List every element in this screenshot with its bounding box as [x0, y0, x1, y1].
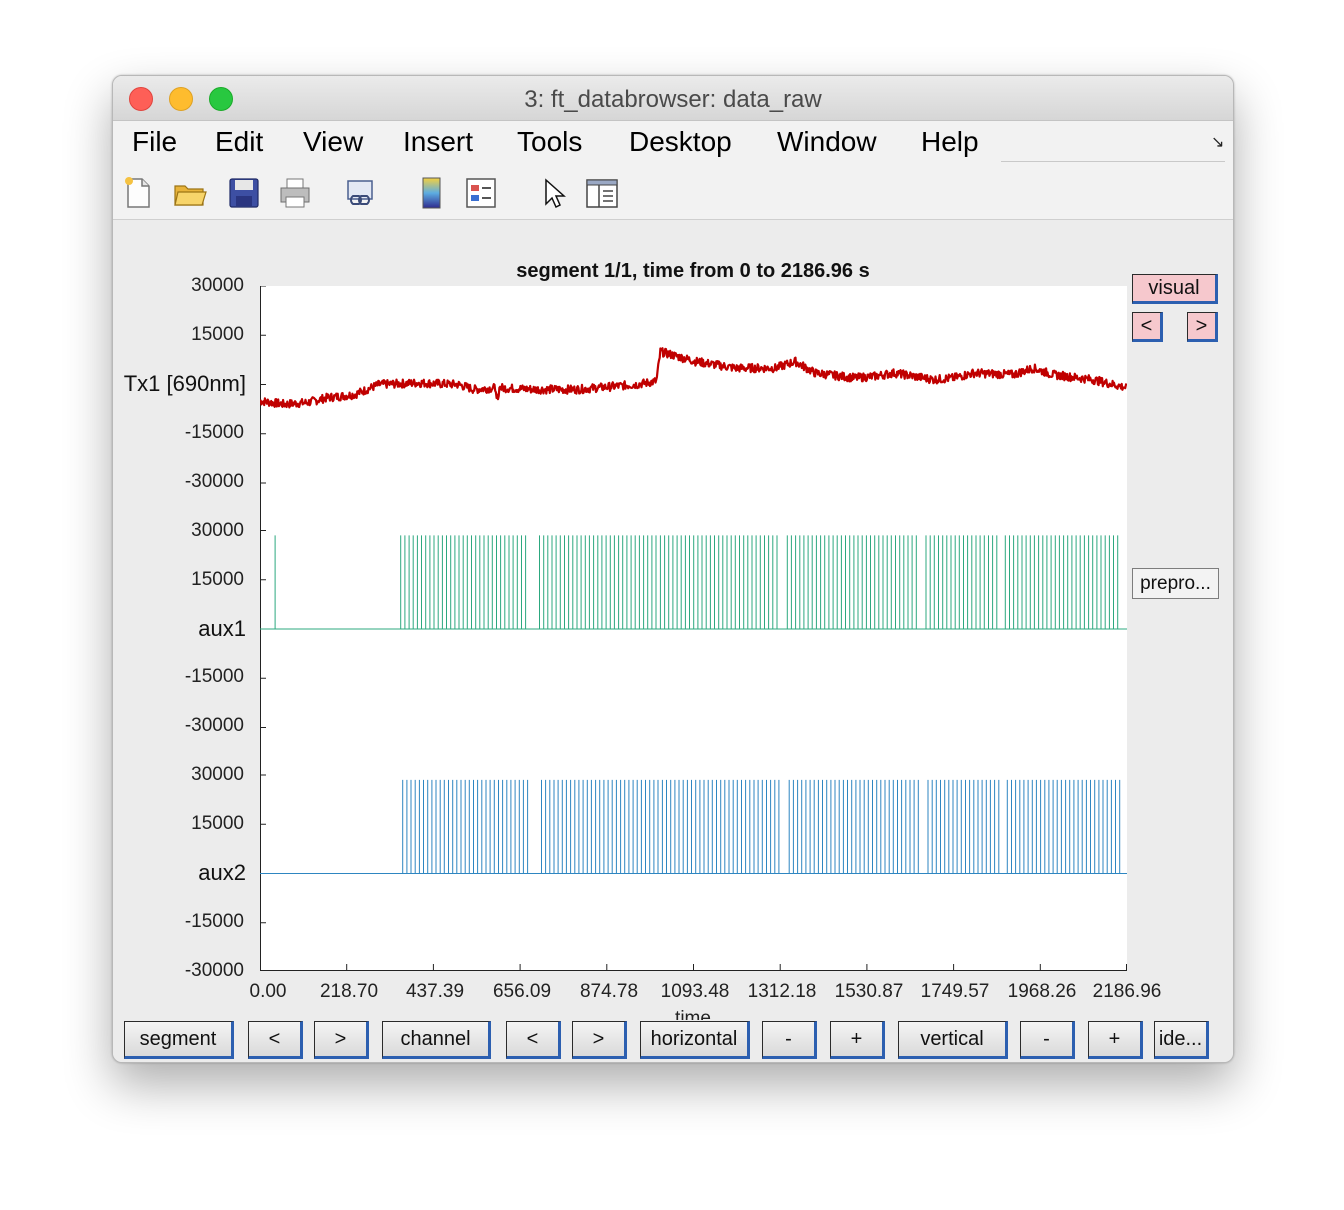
channel-prev-button[interactable]: <: [506, 1021, 561, 1059]
vertical-zoom-out-button[interactable]: -: [1020, 1021, 1075, 1059]
colorbar-icon[interactable]: [415, 176, 449, 210]
menu-file[interactable]: File: [132, 126, 178, 157]
x-tick-label: 1312.18: [747, 981, 817, 1002]
property-inspector-icon[interactable]: [585, 176, 619, 210]
segment-next-button[interactable]: >: [314, 1021, 369, 1059]
plot-area[interactable]: [259, 285, 1128, 971]
x-tick-label: 656.09: [492, 981, 552, 1002]
window-title: 3: ft_databrowser: data_raw: [524, 86, 822, 113]
zoom-window-button[interactable]: [209, 87, 233, 111]
save-icon[interactable]: [227, 176, 261, 210]
y-tick-label: 15000: [191, 569, 244, 590]
plot-title: segment 1/1, time from 0 to 2186.96 s: [516, 260, 870, 282]
horizontal-button[interactable]: horizontal: [640, 1021, 750, 1059]
y-tick-label: 30000: [191, 764, 244, 785]
y-tick-label: -30000: [184, 715, 244, 736]
y-tick-label: 15000: [191, 324, 244, 345]
y-tick-label: 15000: [191, 813, 244, 834]
visual-prev-button[interactable]: <: [1132, 312, 1163, 342]
channel-label-tx1: Tx1 [690nm]: [123, 371, 246, 396]
x-tick-label: 1093.48: [660, 981, 730, 1002]
title-bar: 3: ft_databrowser: data_raw: [113, 76, 1233, 121]
series-line-tx1: [259, 347, 1128, 409]
preprocessing-button[interactable]: prepro...: [1132, 568, 1219, 599]
menu-desktop[interactable]: Desktop: [629, 126, 732, 157]
horizontal-zoom-in-button[interactable]: +: [830, 1021, 885, 1059]
x-tick-label: 1749.57: [920, 981, 990, 1002]
menu-bar: File Edit View Insert Tools Desktop Wind…: [113, 121, 1233, 163]
segment-prev-button[interactable]: <: [248, 1021, 303, 1059]
minimize-window-button[interactable]: [169, 87, 193, 111]
identify-button[interactable]: ide...: [1154, 1021, 1209, 1059]
horizontal-zoom-out-button[interactable]: -: [762, 1021, 817, 1059]
open-folder-icon[interactable]: [173, 176, 207, 210]
data-chart-svg: [259, 285, 1128, 971]
print-icon[interactable]: [278, 176, 312, 210]
channel-label-aux2: aux2: [198, 860, 246, 885]
segment-button[interactable]: segment: [124, 1021, 234, 1059]
legend-icon[interactable]: [464, 176, 498, 210]
x-tick-label: 2186.96: [1092, 981, 1162, 1002]
y-tick-label: 30000: [191, 275, 244, 296]
x-axis-label: time: [675, 1008, 711, 1020]
matlab-figure-window: 3: ft_databrowser: data_raw File Edit Vi…: [112, 75, 1234, 1063]
figure-canvas: segment 1/1, time from 0 to 2186.96 s 30…: [113, 220, 1233, 1062]
channel-label-aux1: aux1: [198, 616, 246, 641]
channel-next-button[interactable]: >: [572, 1021, 627, 1059]
y-tick-label: -15000: [184, 666, 244, 687]
series-line-aux1: [260, 535, 1127, 630]
visual-button[interactable]: visual: [1132, 274, 1218, 304]
y-tick-label: -15000: [184, 911, 244, 932]
x-tick-label: 437.39: [405, 981, 465, 1002]
x-tick-label: 218.70: [319, 981, 379, 1002]
menu-window[interactable]: Window: [777, 126, 877, 157]
y-tick-label: -30000: [184, 960, 244, 981]
y-tick-label: -30000: [184, 471, 244, 492]
menu-tools[interactable]: Tools: [517, 126, 583, 157]
menu-edit[interactable]: Edit: [215, 126, 264, 157]
y-tick-label: -15000: [184, 422, 244, 443]
cursor-icon[interactable]: [536, 176, 570, 210]
figure-toolbar: [113, 163, 1233, 220]
y-tick-label: 30000: [191, 520, 244, 541]
series-line-aux2: [260, 779, 1127, 874]
new-file-icon[interactable]: [122, 176, 156, 210]
menu-separator: [1001, 161, 1225, 162]
menu-insert[interactable]: Insert: [403, 126, 474, 157]
x-tick-label: 1530.87: [834, 981, 904, 1002]
visual-next-button[interactable]: >: [1187, 312, 1218, 342]
channel-button[interactable]: channel: [382, 1021, 491, 1059]
close-window-button[interactable]: [129, 87, 153, 111]
dock-figure-icon[interactable]: ↘: [1211, 134, 1225, 151]
x-tick-label: 874.78: [579, 981, 639, 1002]
menu-help[interactable]: Help: [921, 126, 979, 157]
x-tick-label: 1968.26: [1007, 981, 1077, 1002]
vertical-zoom-in-button[interactable]: +: [1088, 1021, 1143, 1059]
vertical-button[interactable]: vertical: [898, 1021, 1008, 1059]
x-tick-label: 0.00: [249, 981, 287, 1002]
link-plot-icon[interactable]: [345, 176, 379, 210]
menu-view[interactable]: View: [303, 126, 364, 157]
